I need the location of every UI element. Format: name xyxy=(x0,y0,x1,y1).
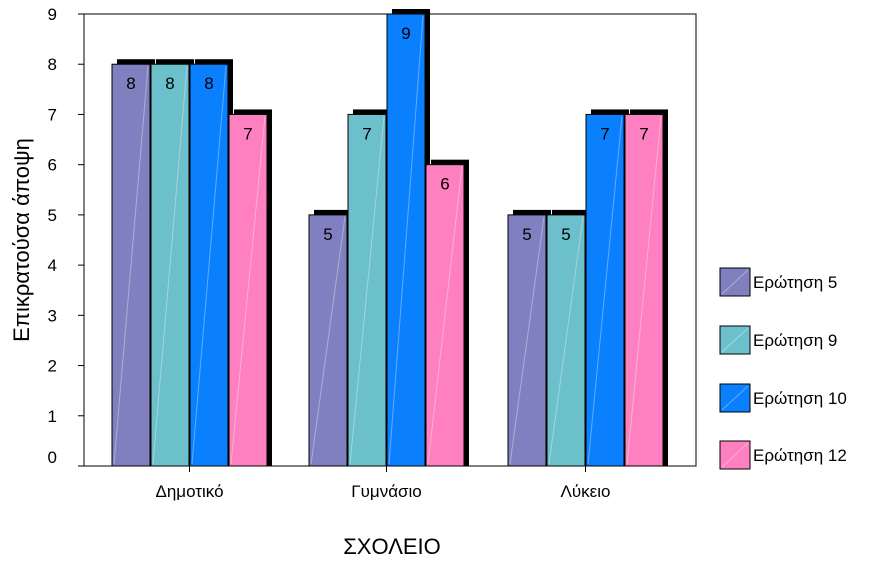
bar-sheen xyxy=(191,66,227,465)
data-label: 9 xyxy=(401,24,410,43)
bar xyxy=(386,13,426,467)
legend-label: Ερώτηση 12 xyxy=(753,446,847,465)
bar-sheen xyxy=(626,116,662,465)
bar-sheen xyxy=(113,66,149,465)
data-label: 5 xyxy=(561,225,570,244)
legend-swatch-sheen xyxy=(721,385,749,411)
y-tick-label: 3 xyxy=(48,306,57,325)
bar-sheen xyxy=(548,216,584,465)
data-label: 8 xyxy=(204,74,213,93)
bar xyxy=(425,164,465,467)
data-label: 7 xyxy=(639,124,648,143)
legend-label: Ερώτηση 9 xyxy=(753,331,837,350)
bar-sheen xyxy=(509,216,545,465)
x-axis: Δημοτικό Γυμνάσιο Λύκειο xyxy=(155,466,610,501)
y-axis-title: Επικρατούσα άποψη xyxy=(9,138,34,342)
y-tick-label: 8 xyxy=(48,55,57,74)
bar-sheen xyxy=(349,116,385,465)
data-label: 5 xyxy=(323,225,332,244)
bar xyxy=(546,214,586,467)
y-tick-label: 2 xyxy=(48,357,57,376)
legend-swatch xyxy=(719,440,751,470)
legend-swatch-sheen xyxy=(721,327,749,353)
legend-label: Ερώτηση 5 xyxy=(753,273,837,292)
x-tick-label: Δημοτικό xyxy=(155,482,223,501)
y-tick-label: 5 xyxy=(48,206,57,225)
legend-swatch xyxy=(719,383,751,413)
legend-swatch xyxy=(719,267,751,297)
data-label: 8 xyxy=(126,74,135,93)
data-label: 7 xyxy=(243,124,252,143)
x-tick-label: Λύκειο xyxy=(561,482,611,501)
data-label: 6 xyxy=(440,175,449,194)
legend-label: Ερώτηση 10 xyxy=(753,389,847,408)
bar-sheen xyxy=(388,15,424,465)
legend-swatch-sheen xyxy=(721,269,749,295)
bar xyxy=(507,214,547,467)
bar xyxy=(150,63,190,467)
data-label: 7 xyxy=(600,124,609,143)
y-tick-label: 1 xyxy=(48,407,57,426)
bar xyxy=(624,113,664,467)
bars: 8 8 8 7 5 7 9 6 5 5 7 7 xyxy=(111,9,668,467)
bar-sheen xyxy=(310,216,346,465)
bar-sheen xyxy=(152,66,188,465)
legend-swatch-sheen xyxy=(721,442,749,468)
bar-sheen xyxy=(587,116,623,465)
bar xyxy=(189,63,229,467)
y-tick-label: 6 xyxy=(48,156,57,175)
data-label: 7 xyxy=(362,124,371,143)
bar xyxy=(111,63,151,467)
x-tick-label: Γυμνάσιο xyxy=(351,482,422,501)
y-tick-label: 9 xyxy=(48,5,57,24)
bar xyxy=(228,113,268,467)
bar-sheen xyxy=(230,116,266,465)
y-tick-label: 7 xyxy=(48,105,57,124)
legend: Ερώτηση 5 Ερώτηση 9 Ερώτηση 10 Ερώτηση 12 xyxy=(719,267,847,470)
y-tick-label: 4 xyxy=(48,256,57,275)
y-tick-label: 0 xyxy=(48,448,57,467)
x-axis-title: ΣΧΟΛΕΙΟ xyxy=(343,534,441,559)
bar xyxy=(585,113,625,467)
data-label: 5 xyxy=(522,225,531,244)
bar xyxy=(347,113,387,467)
legend-swatch xyxy=(719,325,751,355)
y-axis: 0 1 2 3 4 5 6 7 8 9 xyxy=(48,5,84,467)
bar xyxy=(308,214,348,467)
data-label: 8 xyxy=(165,74,174,93)
bar-sheen xyxy=(427,166,463,465)
